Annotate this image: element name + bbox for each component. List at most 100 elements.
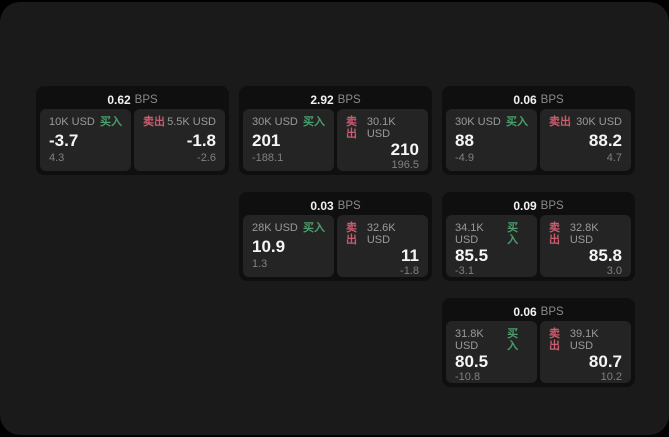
buy-price: 80.5 [455, 352, 489, 371]
spread-header: 0.62 BPS [40, 90, 225, 109]
buy-price: 88 [455, 130, 474, 150]
sell-amount: 30K USD [576, 116, 622, 128]
buy-amount: 10K USD [49, 116, 95, 128]
sell-label-row: 卖出 39.1K USD [549, 328, 622, 352]
buy-amount: 28K USD [252, 222, 298, 234]
buy-side-label: 买入 [506, 116, 528, 128]
sell-price: 88.2 [588, 130, 622, 150]
sell-quote-tile[interactable]: 卖出 32.6K USD 11 -1.8 [337, 215, 428, 277]
quote-card: 0.06 BPS 31.8K USD 买入 80.5 -10.8 卖出 39.1… [442, 298, 635, 387]
buy-label-row: 31.8K USD 买入 [455, 328, 528, 352]
buy-quote-tile[interactable]: 10K USD 买入 -3.7 4.3 [40, 109, 131, 171]
buy-side-label: 买入 [507, 222, 519, 246]
buy-amount: 34.1K USD [455, 222, 484, 246]
buy-price: 85.5 [455, 246, 489, 265]
quote-card: 0.06 BPS 30K USD 买入 88 -4.9 卖出 30K USD 8… [442, 86, 635, 175]
quote-panels: 10K USD 买入 -3.7 4.3 卖出 5.5K USD -1.8 -2.… [40, 109, 225, 171]
buy-delta: -4.9 [455, 152, 474, 164]
spread-header: 2.92 BPS [243, 90, 428, 109]
sell-quote-tile[interactable]: 卖出 32.8K USD 85.8 3.0 [540, 215, 631, 277]
quote-cards-grid: 0.62 BPS 10K USD 买入 -3.7 4.3 卖出 5.5K USD… [36, 86, 635, 387]
spread-value: 0.06 [513, 304, 537, 319]
quote-card: 0.62 BPS 10K USD 买入 -3.7 4.3 卖出 5.5K USD… [36, 86, 229, 175]
sell-quote-tile[interactable]: 卖出 30K USD 88.2 4.7 [540, 109, 631, 171]
buy-delta: -10.8 [455, 371, 481, 383]
buy-delta: -188.1 [252, 152, 284, 164]
quote-card: 2.92 BPS 30K USD 买入 201 -188.1 卖出 30.1K … [239, 86, 432, 175]
buy-amount: 31.8K USD [455, 328, 484, 352]
buy-side-label: 买入 [100, 116, 122, 128]
buy-label-row: 34.1K USD 买入 [455, 222, 528, 246]
buy-side-label: 买入 [303, 222, 325, 234]
sell-label-row: 卖出 30K USD [549, 116, 622, 128]
spread-header: 0.06 BPS [446, 90, 631, 109]
buy-quote-tile[interactable]: 30K USD 买入 201 -188.1 [243, 109, 334, 171]
buy-amount: 30K USD [455, 116, 501, 128]
buy-delta: 4.3 [49, 152, 65, 164]
sell-delta: 4.7 [606, 152, 622, 164]
sell-amount: 32.6K USD [366, 222, 396, 246]
spread-unit-label: BPS [540, 93, 564, 106]
buy-quote-tile[interactable]: 28K USD 买入 10.9 1.3 [243, 215, 334, 277]
sell-label-row: 卖出 32.6K USD [346, 222, 419, 246]
sell-quote-tile[interactable]: 卖出 30.1K USD 210 196.5 [337, 109, 428, 171]
sell-amount: 5.5K USD [167, 116, 216, 128]
buy-label-row: 30K USD 买入 [455, 116, 528, 128]
sell-label-row: 卖出 5.5K USD [143, 116, 216, 128]
sell-delta: -1.8 [400, 265, 419, 277]
sell-delta: 196.5 [391, 159, 419, 171]
spread-header: 0.03 BPS [243, 196, 428, 215]
buy-quote-tile[interactable]: 31.8K USD 买入 80.5 -10.8 [446, 321, 537, 383]
spread-header: 0.09 BPS [446, 196, 631, 215]
sell-side-label: 卖出 [549, 222, 560, 246]
sell-side-label: 卖出 [143, 116, 165, 128]
spread-header: 0.06 BPS [446, 302, 631, 321]
buy-quote-tile[interactable]: 34.1K USD 买入 85.5 -3.1 [446, 215, 537, 277]
quote-panels: 34.1K USD 买入 85.5 -3.1 卖出 32.8K USD 85.8… [446, 215, 631, 277]
spread-value: 2.92 [310, 92, 334, 107]
sell-label-row: 卖出 32.8K USD [549, 222, 622, 246]
quote-panels: 31.8K USD 买入 80.5 -10.8 卖出 39.1K USD 80.… [446, 321, 631, 383]
spread-unit-label: BPS [134, 93, 158, 106]
sell-delta: 3.0 [606, 265, 622, 277]
sell-price: 80.7 [588, 352, 622, 371]
buy-side-label: 买入 [507, 328, 519, 352]
sell-quote-tile[interactable]: 卖出 5.5K USD -1.8 -2.6 [134, 109, 225, 171]
buy-quote-tile[interactable]: 30K USD 买入 88 -4.9 [446, 109, 537, 171]
buy-price: -3.7 [49, 130, 79, 150]
sell-price: 85.8 [588, 246, 622, 265]
sell-amount: 32.8K USD [569, 222, 599, 246]
buy-amount: 30K USD [252, 116, 298, 128]
quote-panels: 30K USD 买入 201 -188.1 卖出 30.1K USD 210 1… [243, 109, 428, 171]
sell-amount: 30.1K USD [366, 116, 396, 140]
sell-side-label: 卖出 [549, 328, 560, 352]
spread-value: 0.09 [513, 198, 537, 213]
sell-delta: 10.2 [600, 371, 622, 383]
sell-price: -1.8 [186, 130, 216, 150]
sell-side-label: 卖出 [346, 222, 357, 246]
spread-value: 0.03 [310, 198, 334, 213]
sell-price: 210 [390, 140, 419, 159]
buy-side-label: 买入 [303, 116, 325, 128]
sell-quote-tile[interactable]: 卖出 39.1K USD 80.7 10.2 [540, 321, 631, 383]
quote-panels: 30K USD 买入 88 -4.9 卖出 30K USD 88.2 4.7 [446, 109, 631, 171]
quote-card: 0.03 BPS 28K USD 买入 10.9 1.3 卖出 32.6K US… [239, 192, 432, 281]
sell-delta: -2.6 [197, 152, 216, 164]
buy-label-row: 30K USD 买入 [252, 116, 325, 128]
spread-unit-label: BPS [540, 199, 564, 212]
quote-card: 0.09 BPS 34.1K USD 买入 85.5 -3.1 卖出 32.8K… [442, 192, 635, 281]
buy-delta: -3.1 [455, 265, 474, 277]
spread-value: 0.06 [513, 92, 537, 107]
sell-amount: 39.1K USD [569, 328, 599, 352]
spread-unit-label: BPS [337, 199, 361, 212]
buy-delta: 1.3 [252, 258, 268, 270]
spread-value: 0.62 [107, 92, 131, 107]
spread-unit-label: BPS [337, 93, 361, 106]
spread-unit-label: BPS [540, 305, 564, 318]
sell-side-label: 卖出 [549, 116, 571, 128]
buy-price: 10.9 [252, 236, 286, 256]
sell-side-label: 卖出 [346, 116, 357, 140]
buy-label-row: 28K USD 买入 [252, 222, 325, 234]
quote-panels: 28K USD 买入 10.9 1.3 卖出 32.6K USD 11 -1.8 [243, 215, 428, 277]
